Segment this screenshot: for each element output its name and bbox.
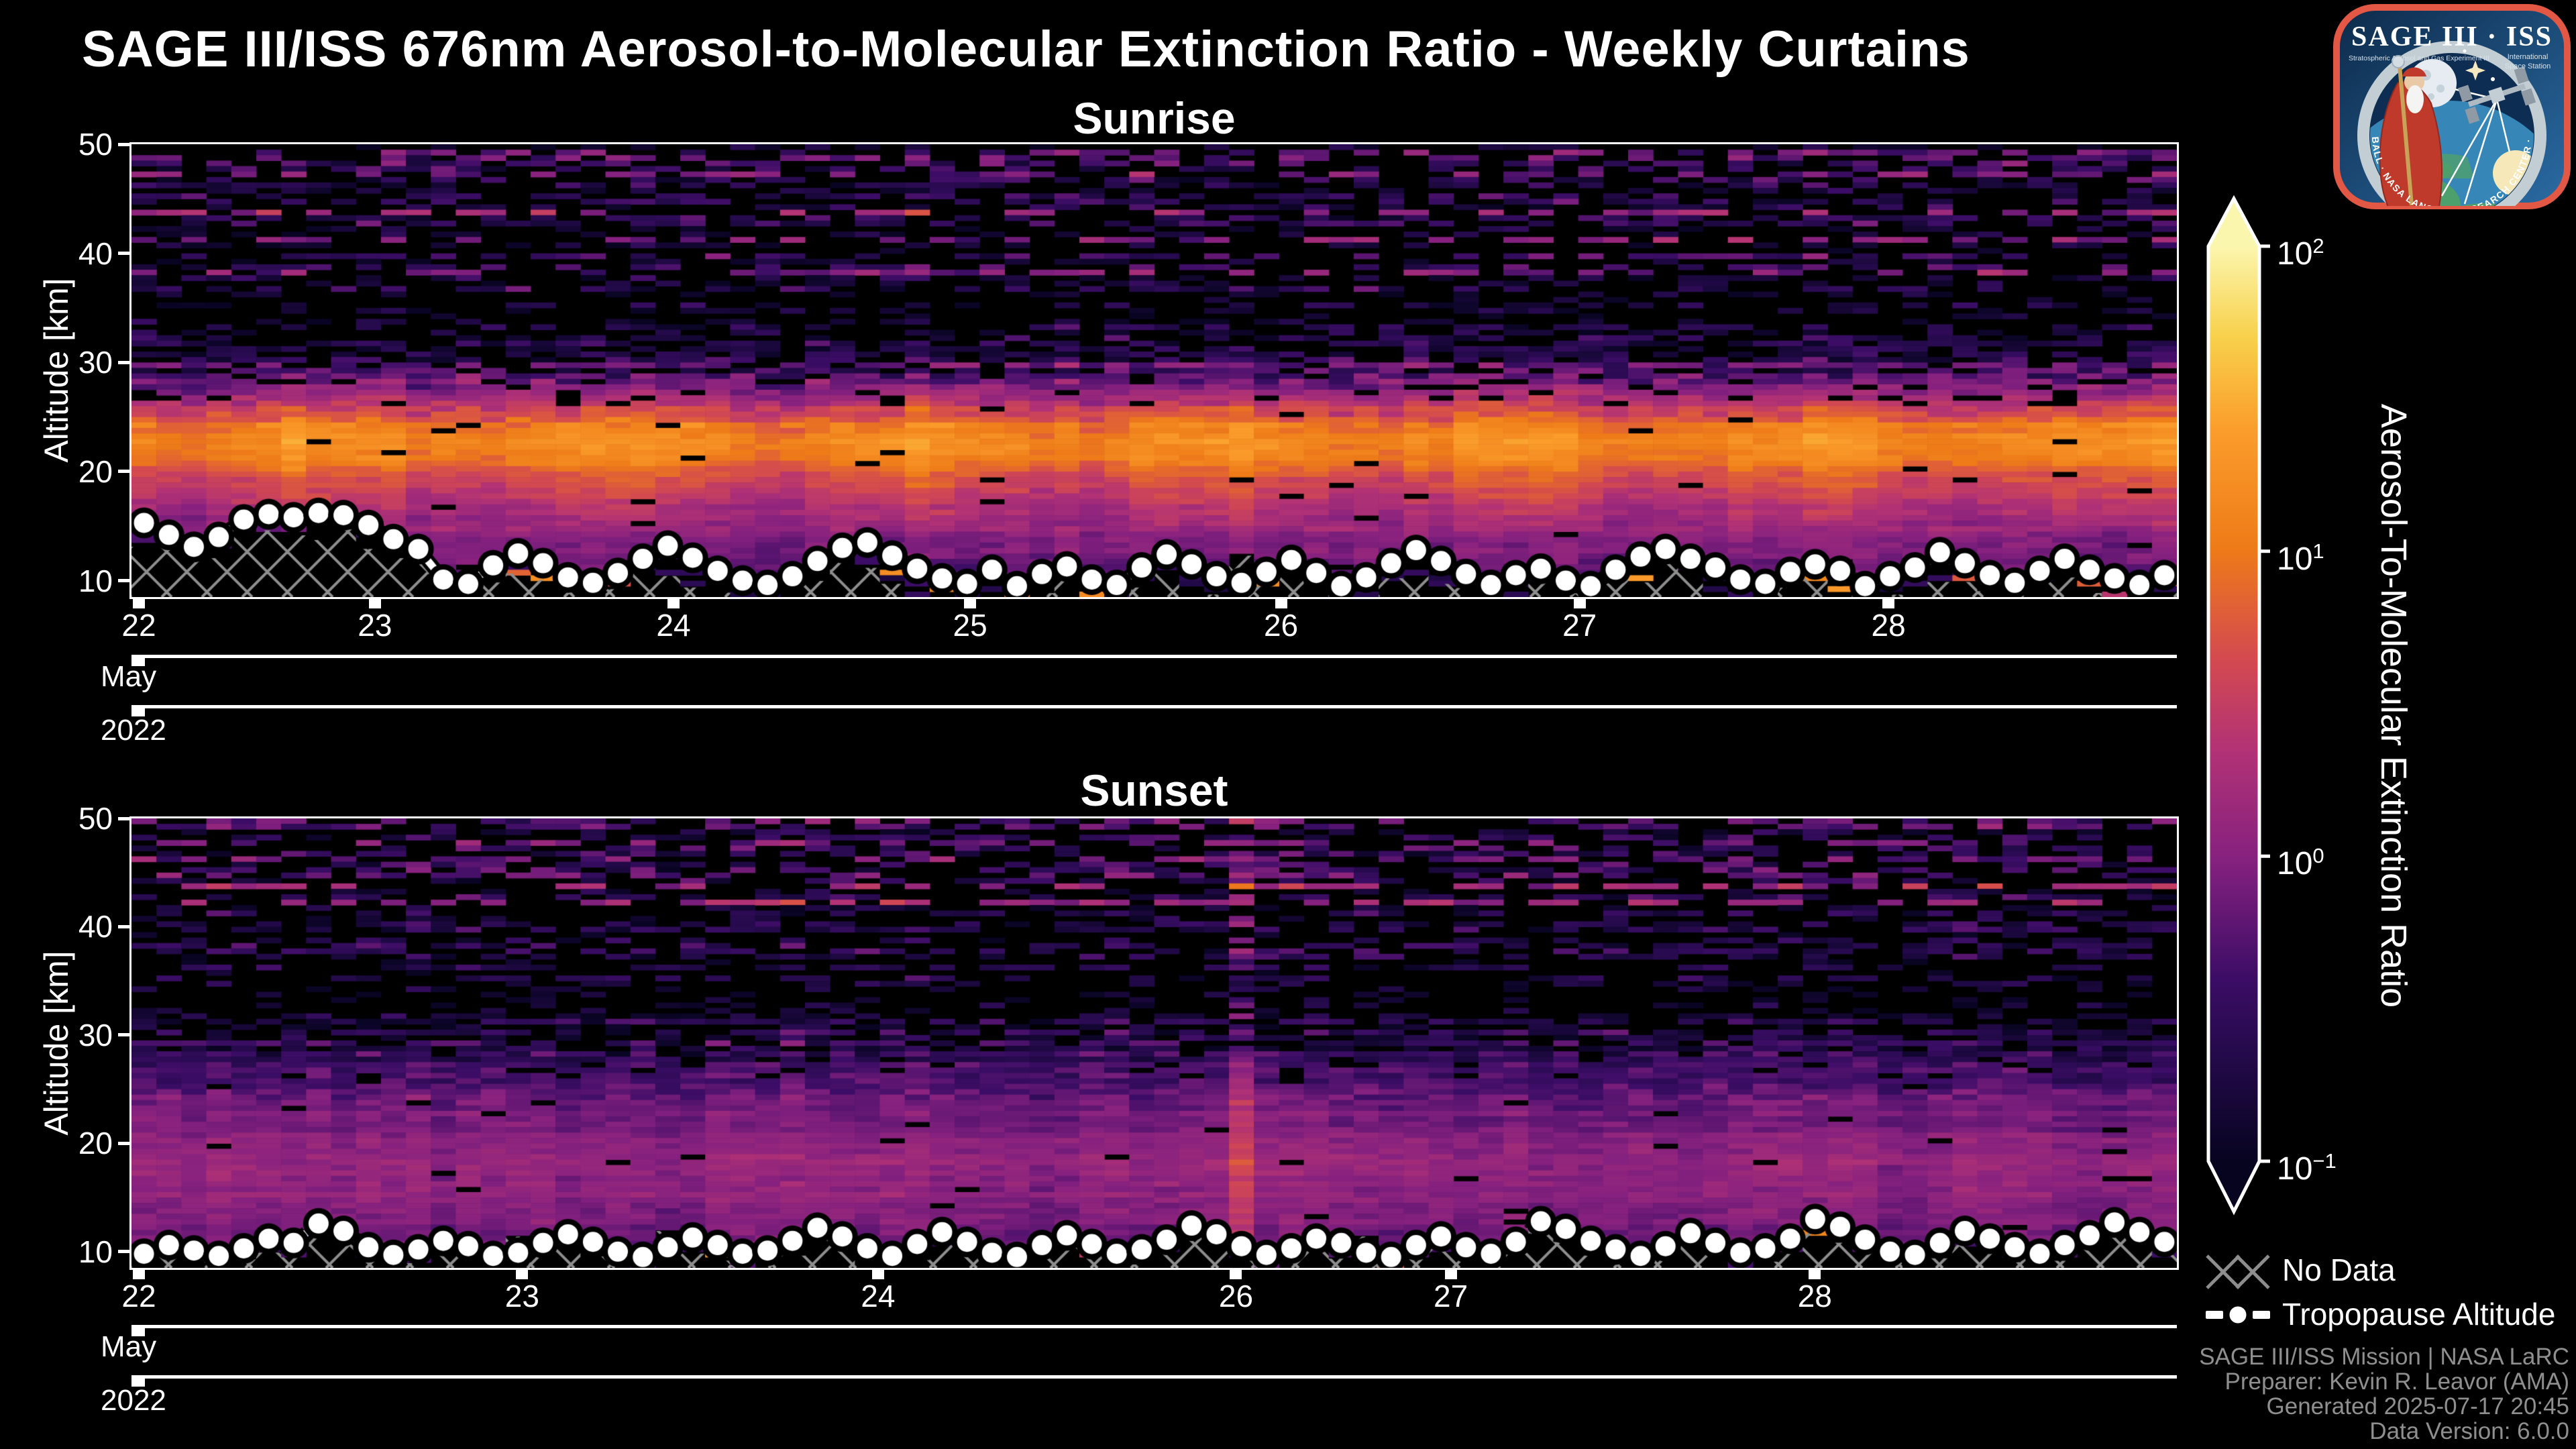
colorbar-tick-label: 102 — [2277, 234, 2324, 272]
legend-label-no-data: No Data — [2282, 1252, 2396, 1287]
year-axis-tick-sunrise — [131, 708, 145, 716]
heatmap-panel-sunset — [129, 816, 2179, 1270]
y-tick-sunset — [118, 1141, 130, 1145]
footer-credits: SAGE III/ISS Mission | NASA LaRC Prepare… — [1811, 1344, 2569, 1444]
colorbar-bar — [2206, 195, 2261, 1216]
x-tick-label-sunset: 28 — [1797, 1279, 1832, 1313]
heatmap-canvas-sunset — [131, 818, 2177, 1268]
tropopause-line-icon — [2206, 1303, 2270, 1327]
y-tick-sunrise — [118, 142, 130, 146]
y-tick-sunrise — [118, 360, 130, 364]
y-tick-label-sunrise: 10 — [78, 563, 113, 598]
no-data-hatch-icon — [2206, 1254, 2270, 1289]
y-tick-label-sunset: 20 — [78, 1126, 113, 1161]
patch-subtitle-right-1: International — [2508, 53, 2548, 61]
footer-line-generated: Generated 2025-07-17 20:45 — [2266, 1393, 2569, 1419]
y-tick-sunrise — [118, 579, 130, 583]
year-label-sunset: 2022 — [101, 1384, 166, 1417]
colorbar-title: Aerosol-To-Molecular Extinction Ratio — [2373, 403, 2414, 1008]
month-label-sunset: May — [101, 1330, 157, 1363]
year-axis-line-sunset — [131, 1375, 2177, 1379]
x-tick-label-sunset: 27 — [1434, 1279, 1468, 1313]
y-tick-sunset — [118, 1250, 130, 1254]
x-tick-sunrise — [667, 599, 680, 608]
star-icon — [2465, 60, 2485, 80]
y-tick-label-sunrise: 30 — [78, 345, 113, 380]
x-tick-label-sunrise: 27 — [1562, 608, 1597, 643]
y-tick-label-sunset: 30 — [78, 1017, 113, 1053]
month-axis-tick-sunset — [131, 1328, 145, 1336]
month-axis-tick-sunrise — [131, 658, 145, 666]
year-axis-tick-sunset — [131, 1379, 145, 1387]
heatmap-canvas-sunrise — [131, 144, 2177, 597]
y-tick-label-sunset: 40 — [78, 909, 113, 945]
heatmap-panel-sunrise — [129, 142, 2179, 599]
x-tick-sunset — [871, 1270, 884, 1279]
legend-label-tropopause: Tropopause Altitude — [2282, 1297, 2556, 1332]
x-tick-sunset — [132, 1270, 145, 1279]
y-tick-sunrise — [118, 252, 130, 256]
month-label-sunrise: May — [101, 660, 157, 693]
y-tick-label-sunrise: 20 — [78, 453, 113, 489]
y-tick-sunset — [118, 924, 130, 928]
y-tick-sunset — [118, 816, 130, 820]
y-tick-label-sunset: 10 — [78, 1234, 113, 1269]
x-tick-sunrise — [1882, 599, 1895, 608]
footer-line-preparer: Preparer: Kevin R. Leavor (AMA) — [2224, 1368, 2569, 1395]
figure-title: SAGE III/ISS 676nm Aerosol-to-Molecular … — [82, 21, 1970, 78]
x-tick-sunset — [1809, 1270, 1821, 1279]
month-axis-line-sunset — [131, 1325, 2177, 1328]
colorbar-tick-label: 101 — [2277, 539, 2324, 577]
footer-line-mission: SAGE III/ISS Mission | NASA LaRC — [2199, 1344, 2569, 1370]
x-tick-sunset — [1230, 1270, 1242, 1279]
x-tick-label-sunrise: 24 — [656, 608, 691, 643]
x-tick-sunset — [516, 1270, 529, 1279]
x-tick-label-sunset: 22 — [121, 1279, 156, 1313]
colorbar-tick-label: 10−1 — [2277, 1149, 2337, 1187]
x-tick-sunset — [1444, 1270, 1457, 1279]
x-tick-label-sunset: 26 — [1218, 1279, 1254, 1313]
iss-icon — [2457, 66, 2536, 124]
x-tick-label-sunrise: 28 — [1871, 608, 1906, 643]
colorbar-ticks — [2259, 244, 2270, 1163]
month-axis-line-sunrise — [131, 655, 2177, 658]
wizard-icon — [2379, 55, 2443, 206]
y-tick-sunrise — [118, 470, 130, 474]
x-tick-sunrise — [368, 599, 381, 608]
panel-title-sunset: Sunset — [1080, 765, 1228, 815]
panel-title-sunrise: Sunrise — [1073, 93, 1236, 143]
y-tick-sunset — [118, 1033, 130, 1037]
y-tick-label-sunrise: 50 — [78, 127, 113, 162]
x-tick-label-sunrise: 26 — [1263, 608, 1299, 643]
x-tick-label-sunrise: 23 — [358, 608, 392, 643]
colorbar — [2206, 195, 2270, 1216]
patch-title: SAGE III · ISS — [2351, 21, 2553, 52]
patch-subtitle-right-2: Space Station — [2505, 62, 2551, 70]
mission-patch-logo: BALL · NASA LANGLEY RESEARCH CENTER · TA… — [2333, 4, 2571, 209]
x-tick-sunrise — [1275, 599, 1287, 608]
x-tick-label-sunset: 23 — [504, 1279, 539, 1313]
footer-line-version: Data Version: 6.0.0 — [2369, 1418, 2569, 1444]
x-tick-sunrise — [964, 599, 977, 608]
x-tick-label-sunset: 24 — [861, 1279, 896, 1313]
year-label-sunrise: 2022 — [101, 714, 166, 747]
y-tick-label-sunrise: 40 — [78, 235, 113, 271]
x-tick-label-sunrise: 25 — [953, 608, 987, 643]
x-tick-label-sunrise: 22 — [121, 608, 156, 643]
colorbar-tick-label: 100 — [2277, 844, 2324, 882]
patch-subtitle: Stratospheric Aerosol and Gas Experiment… — [2349, 54, 2489, 62]
y-tick-label-sunset: 50 — [78, 801, 113, 836]
x-tick-sunrise — [132, 599, 145, 608]
year-axis-line-sunrise — [131, 705, 2177, 708]
x-tick-sunrise — [1573, 599, 1586, 608]
